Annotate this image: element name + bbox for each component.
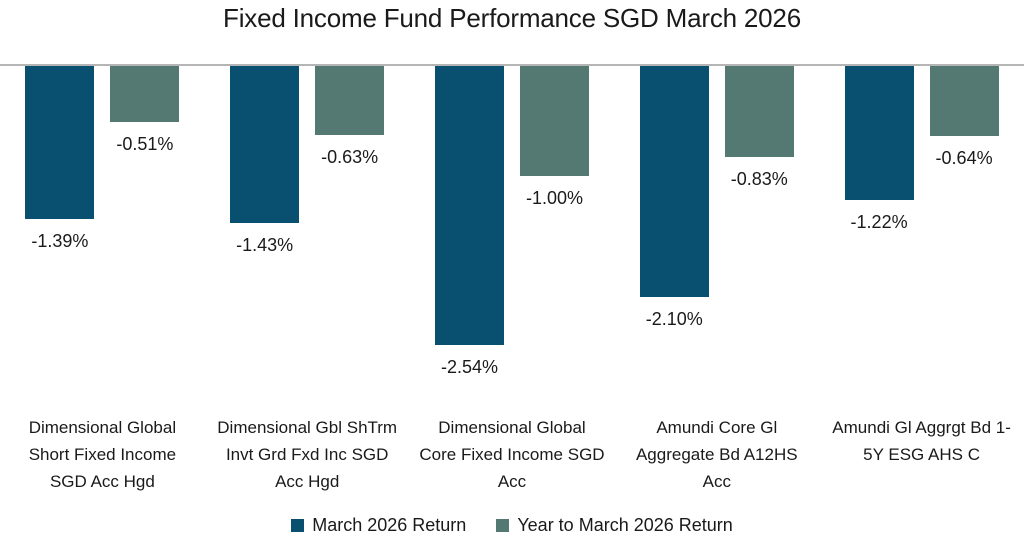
bar-column-march: -2.54% [434, 66, 504, 378]
bar-group: -1.22% -0.64% [819, 66, 1024, 378]
category-label: Amundi Gl Aggrgt Bd 1- 5Y ESG AHS C [832, 418, 1011, 464]
legend-swatch-icon [291, 519, 305, 532]
category-label: Dimensional Global Short Fixed Income SG… [28, 418, 177, 491]
chart-legend: March 2026 Return Year to March 2026 Ret… [0, 515, 1024, 536]
legend-item-march-return: March 2026 Return [291, 515, 466, 536]
bar-value-label: -2.54% [440, 357, 498, 378]
category-label: Dimensional Gbl ShTrm Invt Grd Fxd Inc S… [217, 418, 398, 491]
bar-group: -2.54% -1.00% [410, 66, 615, 378]
bar-ytd-return [929, 66, 999, 137]
legend-label: March 2026 Return [312, 515, 467, 535]
bar-march-return [639, 66, 709, 297]
bar-value-label: -0.63% [321, 147, 379, 168]
bar-ytd-return [315, 66, 385, 136]
category-label: Amundi Core Gl Aggregate Bd A12HS Acc [635, 418, 798, 491]
bar-column-ytd: -0.83% [724, 66, 794, 190]
category-axis: Dimensional Global Short Fixed Income SG… [0, 414, 1024, 495]
bar-column-march: -2.10% [639, 66, 709, 330]
bar-march-return [434, 66, 504, 346]
bar-pair: -1.39% -0.51% [25, 66, 180, 378]
bar-pair: -2.54% -1.00% [434, 66, 589, 378]
legend-item-ytd-return: Year to March 2026 Return [496, 515, 733, 536]
zero-axis-line [0, 64, 1024, 66]
bar-pair: -2.10% -0.83% [639, 66, 794, 378]
bar-column-march: -1.43% [230, 66, 300, 256]
bar-pair: -1.43% -0.63% [230, 66, 385, 378]
bar-group: -1.39% -0.51% [0, 66, 205, 378]
legend-swatch-icon [496, 519, 510, 532]
bar-column-ytd: -0.51% [110, 66, 180, 155]
bar-column-ytd: -1.00% [519, 66, 589, 209]
bar-pair: -1.22% -0.64% [844, 66, 999, 378]
bar-value-label: -0.83% [730, 169, 788, 190]
bar-value-label: -1.22% [850, 212, 908, 233]
bar-march-return [230, 66, 300, 224]
bar-column-march: -1.22% [844, 66, 914, 233]
bar-group: -1.43% -0.63% [205, 66, 410, 378]
category-label: Dimensional Global Core Fixed Income SGD… [419, 418, 605, 491]
legend-label: Year to March 2026 Return [517, 515, 733, 535]
bar-column-march: -1.39% [25, 66, 95, 252]
bar-group: -2.10% -0.83% [614, 66, 819, 378]
bar-value-label: -1.39% [31, 230, 89, 251]
chart-title: Fixed Income Fund Performance SGD March … [223, 3, 801, 33]
bar-ytd-return [110, 66, 180, 123]
bar-value-label: -0.51% [116, 134, 174, 155]
plot-area: -1.39% -0.51% -1.43% -0.63% [0, 66, 1024, 378]
bar-ytd-return [724, 66, 794, 158]
bar-value-label: -1.43% [236, 235, 294, 256]
bar-value-label: -1.00% [525, 188, 583, 208]
bar-column-ytd: -0.63% [315, 66, 385, 168]
bar-value-label: -2.10% [645, 309, 703, 329]
bar-march-return [844, 66, 914, 201]
bar-march-return [25, 66, 95, 219]
bar-column-ytd: -0.64% [929, 66, 999, 169]
bar-value-label: -0.64% [935, 148, 993, 169]
bar-ytd-return [519, 66, 589, 176]
